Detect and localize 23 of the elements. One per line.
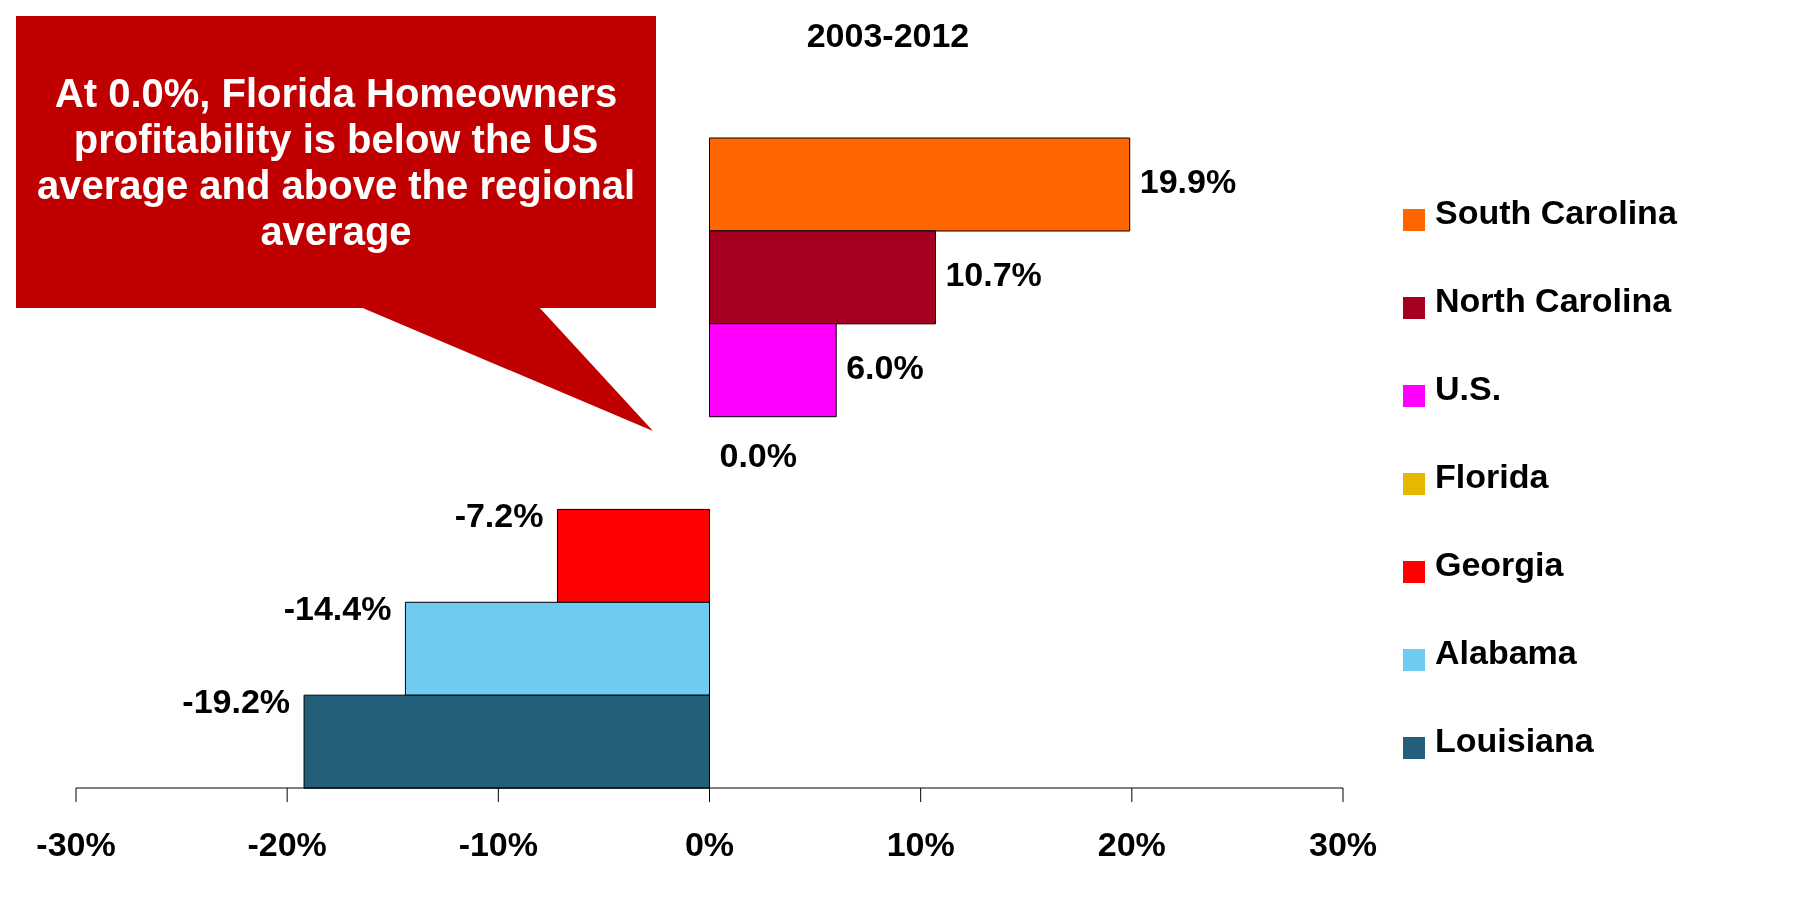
chart-title: 2003-2012 <box>805 16 971 55</box>
legend-label: South Carolina <box>1435 193 1677 231</box>
data-label: -19.2% <box>182 681 291 720</box>
x-tick-label: 20% <box>1097 825 1166 864</box>
data-label: 10.7% <box>945 255 1042 294</box>
legend-label: Louisiana <box>1435 721 1594 759</box>
x-tick-label: -10% <box>458 825 539 864</box>
annotation: At 0.0%, Florida Homeowners profitability is below the US average and above the regional average <box>16 16 656 308</box>
data-label: -7.2% <box>454 495 544 534</box>
data-label: 0.0% <box>719 435 797 474</box>
legend-label: Georgia <box>1435 545 1564 583</box>
data-label: 19.9% <box>1139 162 1237 201</box>
legend-label: North Carolina <box>1435 281 1672 319</box>
x-tick-label: 30% <box>1308 825 1378 864</box>
legend-label: U.S. <box>1435 369 1502 407</box>
x-tick-label: 10% <box>886 825 955 864</box>
data-label: -14.4% <box>283 588 392 627</box>
legend-label: Alabama <box>1435 633 1577 671</box>
x-tick-label: -30% <box>36 825 116 864</box>
data-label: 6.0% <box>846 348 924 387</box>
x-tick-label: -20% <box>247 825 327 864</box>
x-tick-label: 0% <box>684 825 735 864</box>
legend-label: Florida <box>1435 457 1549 495</box>
